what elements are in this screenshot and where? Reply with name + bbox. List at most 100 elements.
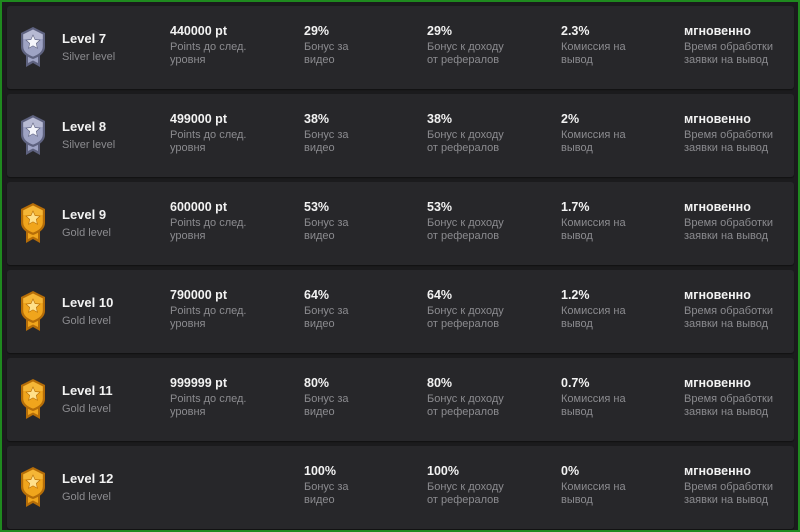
silver-badge-icon: [19, 25, 47, 71]
processing-value: мгновенно: [684, 464, 751, 478]
points-cell: 600000 pt Points до след. уровня: [170, 199, 290, 243]
commission-value: 0.7%: [561, 376, 590, 390]
referral-bonus-value: 38%: [427, 112, 453, 126]
levels-list: Level 7 Silver level 440000 pt Points до…: [7, 6, 794, 530]
level-title: Level 11: [62, 383, 113, 398]
level-row: Level 10 Gold level 790000 pt Points до …: [7, 270, 794, 353]
processing-label: Время обработки заявки на вывод: [684, 217, 773, 242]
points-value: 440000 pt: [170, 24, 227, 38]
level-title: Level 8: [62, 119, 107, 134]
level-info: Level 7 Silver level: [62, 31, 115, 65]
points-label: Points до след. уровня: [170, 393, 247, 418]
video-bonus-value: 64%: [304, 288, 330, 302]
commission-label: Комиссия на вывод: [561, 305, 626, 330]
referral-bonus-value: 53%: [427, 200, 453, 214]
referral-bonus-label: Бонус к доходу от рефералов: [427, 305, 504, 330]
points-cell: 999999 pt Points до след. уровня: [170, 375, 290, 419]
referral-bonus-value: 100%: [427, 464, 459, 478]
commission-value: 0%: [561, 464, 580, 478]
commission-cell: 1.2% Комиссия на вывод: [561, 287, 671, 331]
video-bonus-label: Бонус за видео: [304, 481, 349, 506]
commission-value: 1.7%: [561, 200, 590, 214]
gold-badge-icon: [19, 465, 47, 511]
video-bonus-label: Бонус за видео: [304, 217, 349, 242]
video-bonus-cell: 80% Бонус за видео: [304, 375, 414, 419]
referral-bonus-cell: 29% Бонус к доходу от рефералов: [427, 23, 552, 67]
commission-label: Комиссия на вывод: [561, 481, 626, 506]
video-bonus-label: Бонус за видео: [304, 393, 349, 418]
referral-bonus-label: Бонус к доходу от рефералов: [427, 393, 504, 418]
commission-label: Комиссия на вывод: [561, 129, 626, 154]
processing-value: мгновенно: [684, 288, 751, 302]
commission-label: Комиссия на вывод: [561, 217, 626, 242]
commission-label: Комиссия на вывод: [561, 41, 626, 66]
referral-bonus-value: 64%: [427, 288, 453, 302]
points-cell: 440000 pt Points до след. уровня: [170, 23, 290, 67]
processing-cell: мгновенно Время обработки заявки на выво…: [684, 287, 794, 331]
processing-value: мгновенно: [684, 376, 751, 390]
level-title: Level 10: [62, 295, 114, 310]
level-row: Level 11 Gold level 999999 pt Points до …: [7, 358, 794, 441]
points-label: Points до след. уровня: [170, 41, 247, 66]
level-info: Level 8 Silver level: [62, 119, 115, 153]
processing-value: мгновенно: [684, 24, 751, 38]
points-label: Points до след. уровня: [170, 305, 247, 330]
processing-cell: мгновенно Время обработки заявки на выво…: [684, 111, 794, 155]
referral-bonus-value: 80%: [427, 376, 453, 390]
video-bonus-label: Бонус за видео: [304, 41, 349, 66]
commission-value: 2%: [561, 112, 580, 126]
commission-cell: 0% Комиссия на вывод: [561, 463, 671, 507]
processing-label: Время обработки заявки на вывод: [684, 481, 773, 506]
level-row: Level 9 Gold level 600000 pt Points до с…: [7, 182, 794, 265]
referral-bonus-label: Бонус к доходу от рефералов: [427, 217, 504, 242]
referral-bonus-cell: 53% Бонус к доходу от рефералов: [427, 199, 552, 243]
level-tier: Silver level: [62, 51, 116, 63]
level-info: Level 10 Gold level: [62, 295, 113, 329]
commission-cell: 2% Комиссия на вывод: [561, 111, 671, 155]
points-value: 790000 pt: [170, 288, 227, 302]
level-info: Level 11 Gold level: [62, 383, 113, 417]
points-value: 999999 pt: [170, 376, 227, 390]
gold-badge-icon: [19, 377, 47, 423]
points-value: 499000 pt: [170, 112, 227, 126]
commission-cell: 0.7% Комиссия на вывод: [561, 375, 671, 419]
level-row: Level 7 Silver level 440000 pt Points до…: [7, 6, 794, 89]
level-info: Level 12 Gold level: [62, 471, 113, 505]
commission-label: Комиссия на вывод: [561, 393, 626, 418]
video-bonus-cell: 38% Бонус за видео: [304, 111, 414, 155]
level-title: Level 7: [62, 31, 107, 46]
processing-label: Время обработки заявки на вывод: [684, 305, 773, 330]
gold-badge-icon: [19, 201, 47, 247]
processing-cell: мгновенно Время обработки заявки на выво…: [684, 463, 794, 507]
video-bonus-value: 80%: [304, 376, 330, 390]
level-title: Level 12: [62, 471, 114, 486]
video-bonus-cell: 64% Бонус за видео: [304, 287, 414, 331]
level-title: Level 9: [62, 207, 107, 222]
points-cell: 499000 pt Points до след. уровня: [170, 111, 290, 155]
referral-bonus-cell: 38% Бонус к доходу от рефералов: [427, 111, 552, 155]
commission-cell: 1.7% Комиссия на вывод: [561, 199, 671, 243]
video-bonus-value: 53%: [304, 200, 330, 214]
video-bonus-cell: 29% Бонус за видео: [304, 23, 414, 67]
level-tier: Silver level: [62, 139, 116, 151]
referral-bonus-label: Бонус к доходу от рефералов: [427, 481, 504, 506]
level-tier: Gold level: [62, 227, 111, 239]
gold-badge-icon: [19, 289, 47, 335]
referral-bonus-cell: 64% Бонус к доходу от рефералов: [427, 287, 552, 331]
commission-value: 1.2%: [561, 288, 590, 302]
processing-value: мгновенно: [684, 200, 751, 214]
processing-cell: мгновенно Время обработки заявки на выво…: [684, 375, 794, 419]
referral-bonus-cell: 100% Бонус к доходу от рефералов: [427, 463, 552, 507]
commission-value: 2.3%: [561, 24, 590, 38]
level-row: Level 12 Gold level 100% Бонус за видео …: [7, 446, 794, 529]
referral-bonus-label: Бонус к доходу от рефералов: [427, 41, 504, 66]
video-bonus-label: Бонус за видео: [304, 305, 349, 330]
processing-label: Время обработки заявки на вывод: [684, 41, 773, 66]
referral-bonus-cell: 80% Бонус к доходу от рефералов: [427, 375, 552, 419]
referral-bonus-value: 29%: [427, 24, 453, 38]
video-bonus-label: Бонус за видео: [304, 129, 349, 154]
level-tier: Gold level: [62, 315, 111, 327]
level-tier: Gold level: [62, 403, 111, 415]
points-label: Points до след. уровня: [170, 129, 247, 154]
